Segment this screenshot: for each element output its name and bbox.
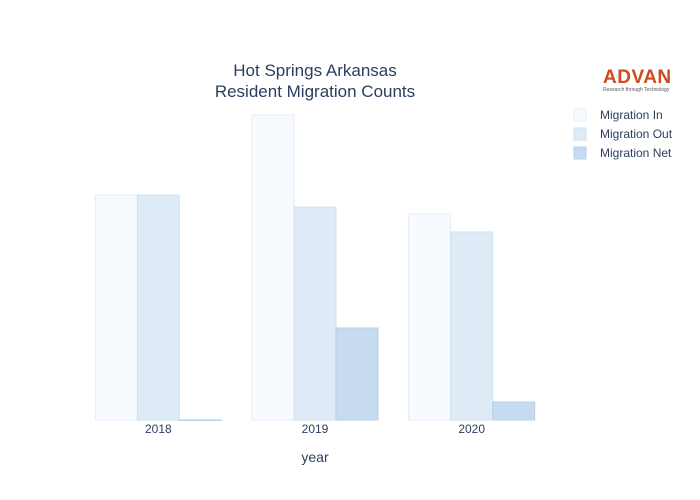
x-axis-ticks: 2018 2019 2020 bbox=[145, 422, 485, 436]
chart-title: Hot Springs Arkansas bbox=[233, 61, 396, 80]
legend-label-migration-net[interactable]: Migration Net bbox=[600, 146, 672, 160]
logo-wordmark: ADVAN bbox=[603, 67, 672, 88]
bar-migration-in-2019 bbox=[251, 114, 295, 421]
legend-swatch-migration-net[interactable] bbox=[573, 146, 587, 160]
chart-subtitle: Resident Migration Counts bbox=[215, 82, 415, 101]
legend-label-migration-in[interactable]: Migration In bbox=[600, 108, 663, 122]
x-axis-title: year bbox=[301, 449, 329, 465]
bar-group bbox=[94, 114, 536, 421]
x-tick-label-2019: 2019 bbox=[302, 422, 329, 436]
bar-migration-in-2018 bbox=[94, 194, 138, 421]
bar-migration-out-2019 bbox=[293, 206, 337, 421]
logo-tagline: Research through Technology bbox=[603, 87, 670, 93]
bar-migration-out-2018 bbox=[136, 194, 180, 421]
bar-migration-net-2019 bbox=[335, 327, 379, 421]
legend-swatch-migration-in[interactable] bbox=[573, 108, 587, 122]
bar-migration-net-2018 bbox=[178, 419, 222, 421]
legend-label-migration-out[interactable]: Migration Out bbox=[600, 127, 673, 141]
x-tick-label-2020: 2020 bbox=[458, 422, 485, 436]
bar-migration-net-2020 bbox=[492, 401, 536, 421]
advan-logo: ADVAN Research through Technology bbox=[603, 67, 672, 93]
legend-swatch-migration-out[interactable] bbox=[573, 127, 587, 141]
legend: Migration In Migration Out Migration Net bbox=[573, 108, 673, 160]
bar-migration-in-2020 bbox=[408, 213, 452, 421]
x-tick-label-2018: 2018 bbox=[145, 422, 172, 436]
bar-migration-out-2020 bbox=[450, 231, 494, 421]
